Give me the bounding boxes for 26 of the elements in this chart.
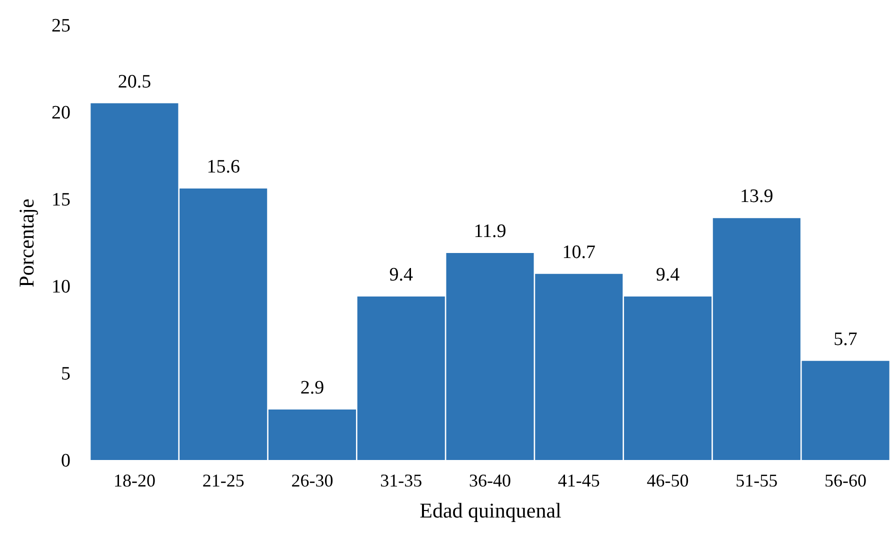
- y-tick-label: 15: [52, 190, 70, 210]
- y-tick-label: 10: [52, 276, 70, 298]
- y-tick-label: 5: [61, 364, 70, 384]
- y-axis-title: Porcentaje: [14, 198, 38, 288]
- x-axis-title: Edad quinquenal: [420, 498, 562, 522]
- y-tick-label: 0: [61, 450, 70, 472]
- data-label: 9.4: [656, 264, 680, 286]
- x-tick-label: 18-20: [113, 470, 156, 490]
- data-label: 5.7: [834, 328, 858, 350]
- data-label: 13.9: [740, 186, 774, 208]
- x-tick-label: 36-40: [469, 470, 511, 490]
- data-label: 9.4: [389, 264, 414, 286]
- x-tick-label: 46-50: [646, 470, 689, 490]
- x-tick-label: 51-55: [736, 470, 778, 490]
- y-tick-label: 25: [52, 16, 70, 36]
- x-tick-label: 41-45: [558, 470, 600, 490]
- x-tick-label: 31-35: [380, 470, 422, 490]
- data-label: 2.9: [300, 378, 324, 399]
- x-tick-label: 21-25: [202, 470, 244, 490]
- data-label: 20.5: [118, 71, 152, 92]
- y-tick-label: 20: [52, 102, 70, 124]
- data-label: 10.7: [562, 242, 596, 263]
- data-label: 15.6: [206, 156, 240, 178]
- x-tick-label: 26-30: [291, 470, 334, 490]
- data-label: 11.9: [474, 220, 506, 242]
- x-tick-label: 56-60: [824, 470, 867, 490]
